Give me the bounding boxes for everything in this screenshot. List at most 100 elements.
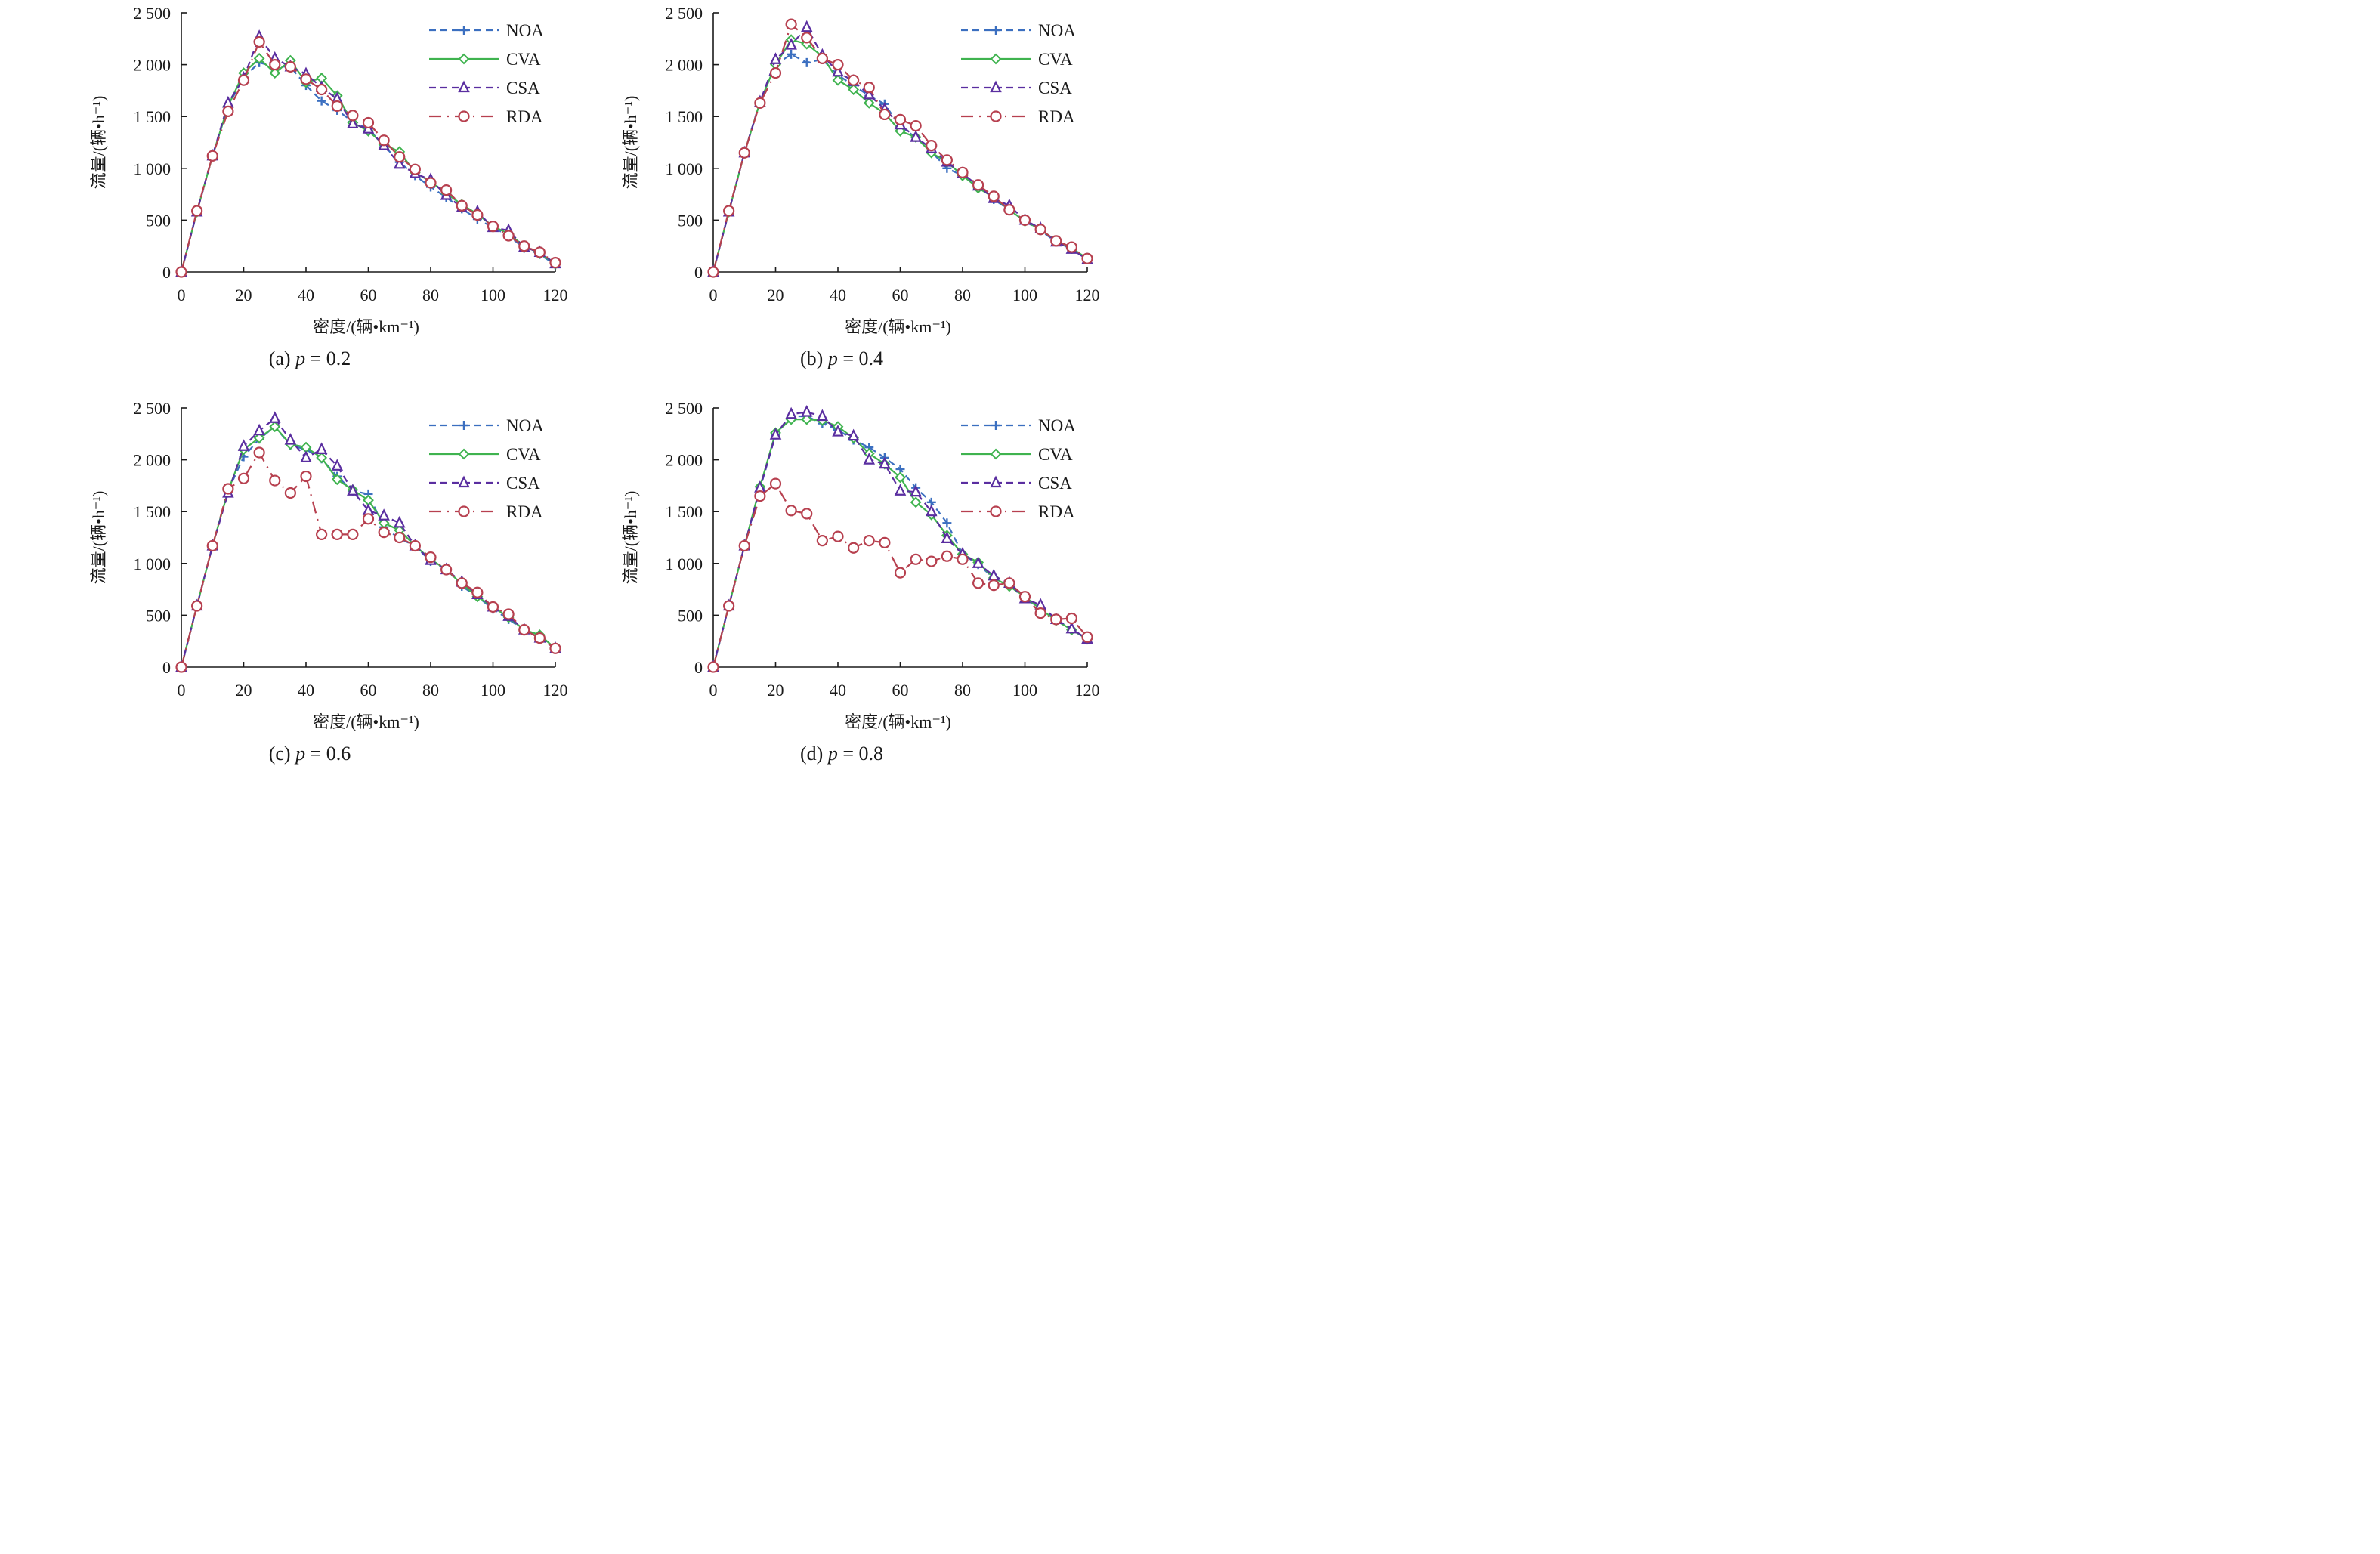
x-tick-label: 80 xyxy=(954,681,971,700)
data-point-rda xyxy=(785,505,797,517)
legend-item-rda: RDA xyxy=(961,107,1075,126)
series-rda xyxy=(175,36,561,278)
x-tick-label: 60 xyxy=(892,681,909,700)
series-csa xyxy=(175,29,561,277)
data-point-rda xyxy=(926,140,938,152)
legend-label: CVA xyxy=(1038,445,1073,464)
legend: NOA CVA CSA RDA xyxy=(961,21,1076,126)
y-tick-label: 1 000 xyxy=(666,555,703,573)
legend-item-rda: RDA xyxy=(429,107,543,126)
legend-item-csa: CSA xyxy=(961,79,1072,97)
data-point-rda xyxy=(191,600,203,612)
legend-item-cva: CVA xyxy=(429,445,541,464)
data-point-rda xyxy=(362,116,375,129)
data-point-rda xyxy=(362,513,375,525)
legend-label: CVA xyxy=(1038,50,1073,69)
caption-prefix: (c) xyxy=(268,743,296,765)
data-point-rda xyxy=(910,553,922,565)
legend-marker xyxy=(990,448,1002,460)
data-point-cva xyxy=(331,474,343,486)
data-point-rda xyxy=(269,58,281,71)
data-point-csa xyxy=(1034,598,1046,610)
y-tick-label: 0 xyxy=(162,263,171,282)
legend-marker xyxy=(990,475,1002,488)
caption-b: (b) p = 0.4 xyxy=(615,348,1068,370)
chart-d: 0 500 1 000 1 500 2 000 2 500 0 20 40 60 80 100 120 密… xyxy=(621,399,1100,731)
legend-item-rda: RDA xyxy=(961,502,1075,521)
legend-marker xyxy=(458,448,470,460)
legend-marker xyxy=(990,53,1002,65)
x-tick-label: 40 xyxy=(298,681,314,700)
data-point-rda xyxy=(1065,241,1077,253)
x-axis-title: 密度/(辆•km⁻¹) xyxy=(845,712,951,731)
x-axis-title: 密度/(辆•km⁻¹) xyxy=(845,317,951,336)
data-point-csa xyxy=(988,568,1000,581)
legend-label: CSA xyxy=(506,79,540,97)
y-tick-label: 1 500 xyxy=(134,107,172,126)
series-noa xyxy=(177,57,560,277)
y-axis-title: 流量/(辆•h⁻¹) xyxy=(89,96,108,190)
data-point-rda xyxy=(409,539,421,552)
data-point-csa xyxy=(972,556,984,568)
y-tick-label: 500 xyxy=(678,606,703,625)
y-tick-label: 2 500 xyxy=(666,399,703,418)
series-rda xyxy=(707,18,1093,278)
data-point-rda xyxy=(1003,204,1015,216)
y-tick-label: 0 xyxy=(162,658,171,677)
x-axis-title: 密度/(辆•km⁻¹) xyxy=(313,712,419,731)
data-point-rda xyxy=(1081,631,1093,643)
data-point-csa xyxy=(393,515,406,528)
data-point-csa xyxy=(800,405,813,417)
data-point-csa xyxy=(800,20,813,32)
data-point-csa xyxy=(237,439,250,451)
caption-prefix: (b) xyxy=(800,348,828,369)
data-point-rda xyxy=(456,199,468,212)
caption-value: = 0.8 xyxy=(837,743,883,765)
x-tick-label: 40 xyxy=(830,286,846,304)
data-point-rda xyxy=(1003,577,1015,589)
data-point-rda xyxy=(738,147,750,159)
data-point-rda xyxy=(1081,252,1093,264)
data-point-rda xyxy=(723,600,735,612)
x-tick-label: 0 xyxy=(709,286,718,304)
data-point-rda xyxy=(816,535,828,547)
x-tick-label: 80 xyxy=(422,286,439,304)
data-point-rda xyxy=(300,73,312,85)
data-point-rda xyxy=(471,209,484,221)
data-point-rda xyxy=(879,108,891,121)
y-tick-label: 1 500 xyxy=(666,502,703,521)
data-point-rda xyxy=(1034,224,1046,236)
panel-b: 0 500 1 000 1 500 2 000 2 500 0 20 40 60 80 100 120 密… xyxy=(532,0,1100,378)
series-line-csa xyxy=(712,26,1088,273)
data-point-rda xyxy=(972,179,984,191)
caption-prefix: (d) xyxy=(800,743,828,765)
data-point-rda xyxy=(300,470,312,483)
data-point-cva xyxy=(801,413,813,425)
legend-marker xyxy=(459,421,468,430)
data-point-csa xyxy=(832,425,844,437)
data-point-rda xyxy=(816,52,828,64)
x-tick-label: 0 xyxy=(709,681,718,700)
series-line-csa xyxy=(712,411,1088,668)
caption-c: (c) p = 0.6 xyxy=(83,743,536,765)
caption-var: p xyxy=(295,348,306,369)
data-point-rda xyxy=(1018,591,1031,603)
data-point-rda xyxy=(425,177,437,189)
legend-label: CSA xyxy=(1038,79,1072,97)
caption-a: (a) p = 0.2 xyxy=(83,348,536,370)
data-point-rda xyxy=(549,642,561,654)
caption-value: = 0.6 xyxy=(305,743,351,765)
x-tick-label: 100 xyxy=(1012,681,1037,700)
data-point-rda xyxy=(284,60,296,73)
series-csa xyxy=(707,405,1093,672)
data-point-cva xyxy=(316,452,328,464)
legend-item-noa: NOA xyxy=(961,21,1076,40)
x-tick-label: 80 xyxy=(954,286,971,304)
x-tick-label: 120 xyxy=(1075,286,1100,304)
data-point-csa xyxy=(832,64,844,77)
x-tick-label: 80 xyxy=(422,681,439,700)
x-tick-label: 40 xyxy=(830,681,846,700)
data-point-cva xyxy=(910,496,922,508)
y-tick-label: 2 000 xyxy=(666,451,703,470)
legend-marker xyxy=(990,80,1002,93)
